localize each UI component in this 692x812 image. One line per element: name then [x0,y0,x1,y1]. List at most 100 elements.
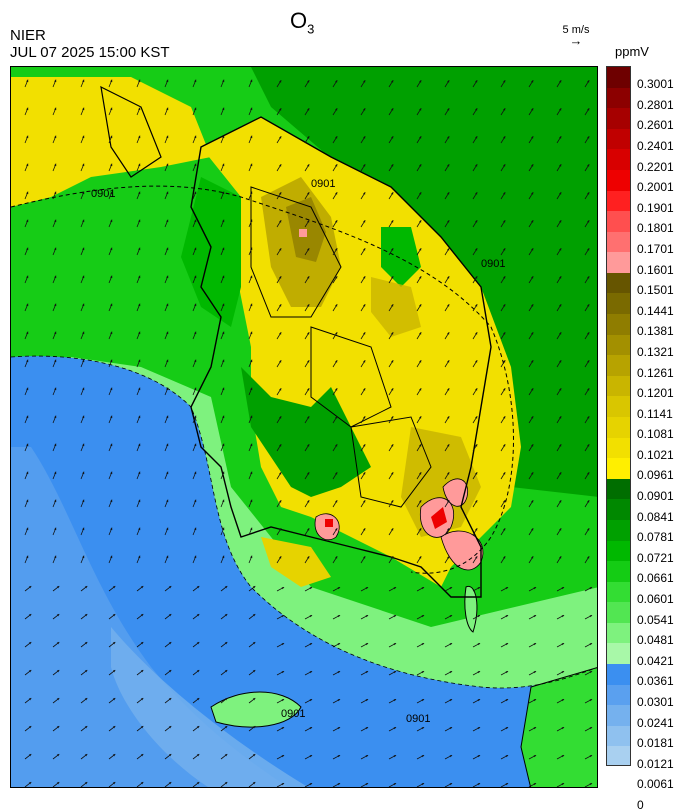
wind-arrow-head [84,754,88,757]
green-patch-center [241,367,371,497]
wind-arrow-head [503,388,506,391]
wind-arrow-head [250,247,253,251]
wind-arrow-head [363,388,366,391]
wind-arrow-head [26,499,29,503]
wind-arrow-head [112,782,116,785]
colorbar-tick-label: 0.3001 [637,77,674,92]
wind-arrow-head [281,727,285,730]
wind-arrow-head [194,527,197,531]
wind-arrow-head [250,107,253,111]
wind-arrow-head [363,360,366,363]
wind-arrow-head [250,387,253,391]
wind-arrow-head [279,220,282,223]
wind-arrow-head [194,107,197,111]
colorbar-segment [607,417,630,439]
wind-arrow-head [449,727,453,730]
wind-arrow-head [391,108,394,111]
wind-arrow-head [335,528,338,531]
wind-arrow-head [112,670,116,673]
green-patch-west [181,177,241,327]
colorbar-segment [607,602,630,624]
wind-arrow-head [587,360,590,363]
wind-arrow-head [26,191,29,195]
wind-arrow-head [475,276,478,279]
wind-arrow-head [335,220,338,223]
wind-arrow-head [110,499,113,503]
wind-arrow-head [307,528,310,531]
wind-arrow-head [138,415,141,419]
colorbar-tick-label: 0.0961 [637,468,674,483]
yellow-zone-nw [11,77,211,207]
wind-arrow-head [365,755,369,758]
wind-arrow-head [561,587,565,590]
wind-arrow-head [589,587,593,590]
wind-arrow-head [26,247,29,251]
wind-arrow-head [559,136,562,139]
wind-arrow-head [559,276,562,279]
wind-arrow-head [224,586,228,589]
wind-arrow-head [449,615,453,618]
wind-arrow-head [166,303,169,307]
wind-arrow-head [475,136,478,139]
colorbar-segment [607,478,630,500]
wind-arrow-head [447,332,450,335]
wind-arrow-head [309,587,313,590]
wind-arrow-head [587,472,590,475]
wind-arrow-head [82,387,85,391]
wind-arrow-head [363,472,366,475]
wind-arrow-head [531,220,534,223]
wind-arrow-head [110,527,113,531]
wind-reference-arrow-icon: → [569,33,583,48]
wind-arrow-head [252,670,256,673]
wind-arrow-head [419,80,422,83]
wind-arrow-head [224,726,228,729]
wind-arrow-head [56,670,60,673]
wind-arrow-head [335,332,338,335]
wind-arrow-head [587,108,590,111]
wind-arrow-head [391,556,394,559]
wind-arrow-head [250,555,253,559]
wind-arrow-head [559,220,562,223]
wind-arrow-head [447,164,450,167]
colorbar-ticks: 0.3001 0.2801 0.2601 0.2401 0.2201 0.2001 0.19… [637,66,692,811]
wind-arrow-head [335,556,338,559]
wind-arrow-head [112,754,116,757]
wind-arrow-head [419,332,422,335]
colorbar-segment [607,355,630,377]
wind-arrow-head [391,304,394,307]
wind-arrow-head [363,556,366,559]
wind-arrow-head [363,164,366,167]
wind-arrow-head [589,615,593,618]
wind-arrow-head [222,275,225,279]
wind-arrow-head [166,443,169,447]
wind-arrow-head [82,247,85,251]
colorbar-tick-label: 0.1901 [637,200,674,215]
wind-arrow-head [475,192,478,195]
wind-arrow-head [587,220,590,223]
wind-arrow-head [222,555,225,559]
colorbar-tick-label: 0.0061 [637,777,674,792]
ozone-peak-2-core [431,507,447,529]
wind-arrow-head [309,699,313,702]
wind-arrow-head [194,555,197,559]
colorbar-tick-label: 0.2201 [637,159,674,174]
wind-arrow-head [166,275,169,279]
wind-arrow-head [279,388,282,391]
wind-arrow-head [222,387,225,391]
wind-arrow-head [166,359,169,363]
wind-arrow-head [138,275,141,279]
coastline-main [190,116,492,598]
wind-arrow-head [26,331,29,335]
wind-arrow-head [337,671,341,674]
wind-arrow-head [559,360,562,363]
wind-arrow-head [307,276,310,279]
wind-arrow-head [138,303,141,307]
wind-arrow-head [82,303,85,307]
ozone-map[interactable]: 0901 0901 0901 0901 0901 [10,66,598,788]
wind-arrow-head [222,415,225,419]
wind-arrow-head [82,555,85,559]
wind-arrow-head [309,727,313,730]
wind-arrow-head [449,671,453,674]
wind-arrow-head [475,416,478,419]
boundary-inner-2 [310,326,392,428]
